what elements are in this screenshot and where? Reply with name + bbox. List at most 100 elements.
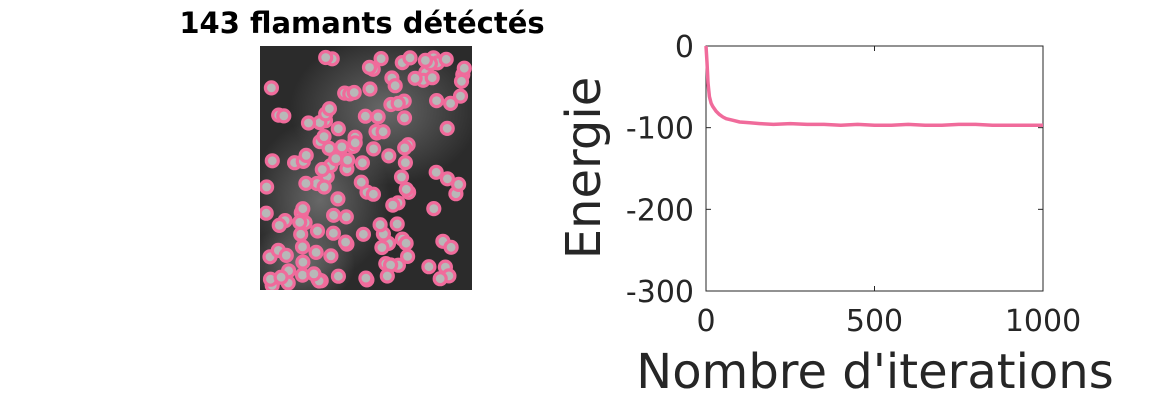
detection-marker — [276, 108, 292, 124]
detection-ring — [456, 60, 472, 76]
detection-marker — [278, 247, 294, 263]
detection-marker — [298, 147, 314, 163]
y-axis-label: Energie — [556, 77, 612, 260]
x-tick-label: 500 — [846, 304, 903, 339]
y-tick-label: -200 — [626, 193, 694, 228]
detection-marker — [417, 52, 433, 69]
detection-ring — [330, 191, 346, 207]
detection-marker — [347, 135, 363, 151]
detection-ring — [397, 155, 413, 171]
detection-ring — [278, 247, 294, 263]
detection-marker — [330, 268, 346, 284]
detection-marker — [443, 95, 459, 112]
detection-ring — [273, 269, 289, 285]
detection-ring — [362, 81, 378, 97]
detection-ring — [438, 51, 454, 67]
detection-ring — [432, 271, 448, 287]
detection-marker — [362, 81, 378, 97]
detection-ring — [318, 49, 334, 66]
detection-marker — [451, 176, 467, 192]
detection-ring — [314, 161, 330, 178]
detection-ring — [316, 179, 332, 195]
detection-marker — [354, 155, 370, 171]
detection-marker — [443, 239, 459, 255]
micrograph-image — [260, 46, 472, 290]
detection-marker — [306, 266, 322, 282]
detection-ring — [263, 80, 279, 96]
detection-ring — [338, 234, 354, 250]
detection-marker — [438, 51, 454, 67]
detection-marker — [370, 109, 386, 125]
detection-marker — [325, 225, 341, 241]
detection-ring — [381, 148, 397, 164]
detection-ring — [271, 217, 287, 233]
detection-ring — [346, 84, 362, 101]
y-tick-label: 0 — [675, 30, 694, 65]
detection-ring — [452, 88, 469, 104]
detection-ring — [453, 73, 470, 89]
energy-plot: 0 500 1000 0 -100 -200 -300 Nombre d'iteration… — [556, 30, 1114, 400]
detection-ring — [370, 109, 386, 125]
detection-ring — [355, 226, 371, 242]
detection-ring — [397, 140, 413, 156]
detection-marker — [397, 140, 413, 156]
detection-marker — [295, 254, 311, 270]
detection-marker — [387, 78, 403, 94]
detection-marker — [340, 152, 356, 168]
detection-ring — [451, 176, 467, 192]
detection-marker — [429, 92, 445, 109]
detection-ring — [328, 151, 344, 167]
x-axis-label: Nombre d'iterations — [636, 344, 1113, 400]
detection-marker — [294, 239, 311, 255]
detection-marker — [263, 80, 279, 96]
detection-marker — [260, 179, 275, 195]
detection-marker — [353, 174, 369, 190]
detection-marker — [365, 186, 381, 202]
detection-ring — [400, 248, 416, 264]
detection-ring — [353, 174, 369, 190]
detection-marker — [393, 169, 410, 185]
detection-ring — [396, 110, 413, 126]
detection-marker — [396, 110, 413, 126]
detection-markers — [260, 49, 472, 290]
detection-ring — [426, 201, 442, 217]
detection-ring — [407, 70, 423, 86]
y-tick-label: -300 — [626, 275, 694, 310]
detection-marker — [372, 217, 388, 233]
detection-marker — [375, 124, 391, 140]
detection-ring — [402, 50, 418, 66]
energy-series-line — [704, 45, 1043, 127]
detection-marker — [432, 271, 448, 287]
detection-ring — [264, 153, 280, 169]
detection-marker — [374, 239, 390, 256]
detection-ring — [340, 152, 356, 168]
detection-marker — [334, 139, 350, 155]
detection-marker — [321, 101, 337, 117]
detection-image-panel: 143 flamants détéctés — [179, 6, 545, 290]
detection-ring — [294, 239, 311, 255]
detection-ring — [372, 217, 388, 233]
detection-marker — [373, 50, 389, 67]
detection-ring — [424, 70, 440, 86]
detection-ring — [323, 248, 339, 264]
detection-marker — [316, 179, 332, 195]
detection-ring — [330, 268, 346, 284]
detection-marker — [357, 108, 373, 124]
detection-ring — [308, 244, 324, 260]
detection-ring — [443, 95, 459, 112]
detection-marker — [323, 248, 339, 264]
detection-ring — [439, 120, 455, 136]
detection-ring — [379, 268, 395, 284]
detection-marker — [358, 270, 374, 286]
detection-ring — [398, 181, 414, 197]
detection-ring — [361, 59, 378, 76]
detection-marker — [330, 121, 346, 137]
detection-marker — [366, 141, 382, 157]
detection-marker — [398, 235, 414, 251]
detection-marker — [379, 268, 395, 284]
detection-marker — [308, 244, 324, 260]
detection-marker — [385, 197, 401, 213]
detection-ring — [421, 259, 437, 275]
detection-ring — [347, 135, 363, 151]
detection-marker — [389, 216, 405, 232]
